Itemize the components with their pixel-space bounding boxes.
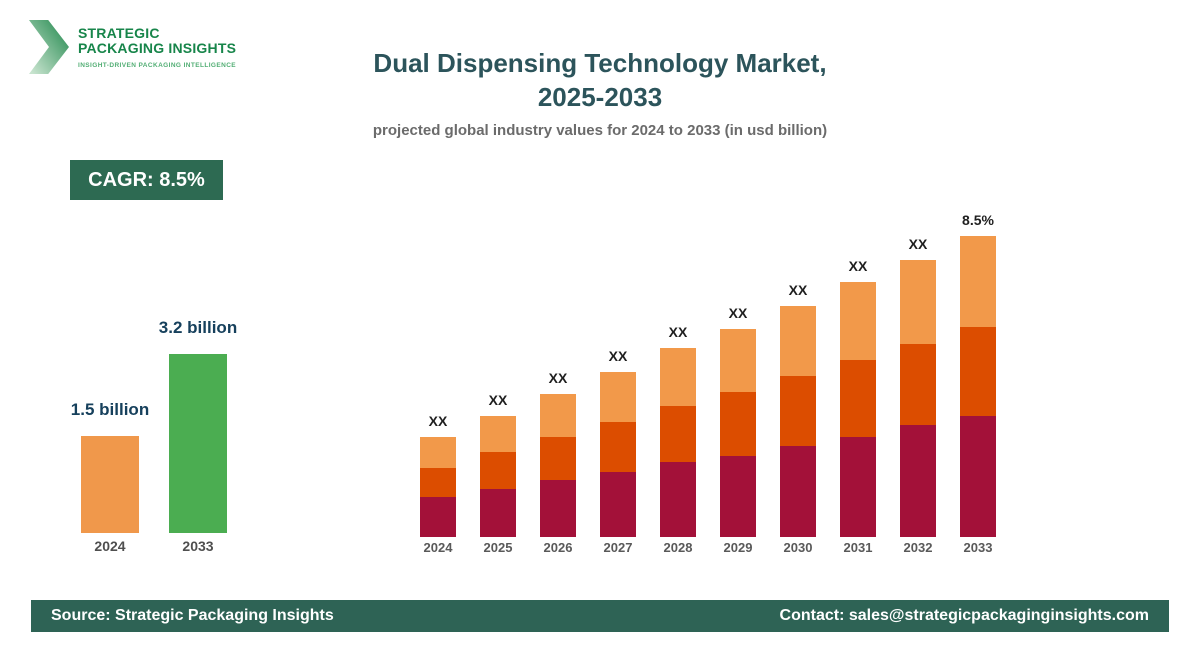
summary-bar-group-2033: 3.2 billion 2033 bbox=[154, 318, 242, 558]
summary-value-label-2024: 1.5 billion bbox=[70, 400, 150, 419]
cagr-badge: CAGR: 8.5% bbox=[70, 160, 223, 200]
page-title-line2: 2025-2033 bbox=[537, 82, 663, 112]
brand-text-block: STRATEGIC PACKAGING INSIGHTS INSIGHT-DRI… bbox=[78, 18, 237, 70]
projection-segment-top-2032 bbox=[900, 260, 936, 344]
projection-segment-middle-2029 bbox=[720, 392, 756, 456]
projection-axis-label-2024: 2024 bbox=[423, 540, 453, 555]
projection-segment-middle-2026 bbox=[540, 437, 576, 480]
brand-name-line2: PACKAGING INSIGHTS bbox=[78, 40, 237, 56]
contact-text: Contact: sales@strategicpackaginginsight… bbox=[779, 607, 1149, 624]
source-text: Source: Strategic Packaging Insights bbox=[51, 607, 334, 624]
projection-segment-top-2029 bbox=[720, 329, 756, 392]
brand-logo: STRATEGIC PACKAGING INSIGHTS INSIGHT-DRI… bbox=[29, 18, 236, 74]
projection-bar-group-2024: XX 2024 bbox=[420, 413, 456, 556]
projection-segment-top-2024 bbox=[420, 437, 456, 468]
projection-segment-top-2026 bbox=[540, 394, 576, 437]
projection-segment-middle-2025 bbox=[480, 452, 516, 489]
chevron-right-icon bbox=[29, 20, 69, 74]
projection-segment-middle-2031 bbox=[840, 360, 876, 437]
projection-segment-top-2027 bbox=[600, 372, 636, 422]
projection-segment-top-2025 bbox=[480, 416, 516, 452]
summary-chart: 1.5 billion 2024 3.2 billion 2033 bbox=[66, 318, 242, 558]
projection-segment-bottom-2025 bbox=[480, 489, 516, 537]
summary-axis-label-2024: 2024 bbox=[94, 538, 126, 554]
summary-bar-2024 bbox=[81, 436, 139, 533]
summary-value-label-2033: 3.2 billion bbox=[158, 318, 238, 337]
projection-axis-label-2032: 2032 bbox=[903, 540, 933, 555]
projection-bar-group-2027: XX 2027 bbox=[600, 348, 636, 556]
projection-axis-label-2031: 2031 bbox=[843, 540, 873, 555]
projection-axis-label-2027: 2027 bbox=[603, 540, 633, 555]
projection-axis-label-2028: 2028 bbox=[663, 540, 693, 555]
page-subtitle: projected global industry values for 202… bbox=[372, 122, 828, 139]
projection-segment-top-2028 bbox=[660, 348, 696, 406]
projection-segment-bottom-2030 bbox=[780, 446, 816, 537]
projection-segment-middle-2028 bbox=[660, 406, 696, 462]
projection-bar-group-2032: XX 2032 bbox=[900, 236, 936, 556]
projection-bar-group-2028: XX 2028 bbox=[660, 324, 696, 556]
projection-bar-group-2031: XX 2031 bbox=[840, 258, 876, 556]
projection-segment-top-2030 bbox=[780, 306, 816, 376]
projection-bar-label-2030: XX bbox=[788, 282, 808, 298]
page-title-line1: Dual Dispensing Technology Market, bbox=[373, 48, 827, 78]
projection-bar-label-2027: XX bbox=[608, 348, 628, 364]
projection-segment-bottom-2029 bbox=[720, 456, 756, 537]
projection-axis-label-2033: 2033 bbox=[963, 540, 993, 555]
projection-segment-middle-2030 bbox=[780, 376, 816, 446]
projection-segment-top-2033 bbox=[960, 236, 996, 327]
projection-segment-middle-2032 bbox=[900, 344, 936, 425]
summary-axis-label-2033: 2033 bbox=[182, 538, 214, 554]
projection-segment-middle-2027 bbox=[600, 422, 636, 472]
projection-segment-bottom-2031 bbox=[840, 437, 876, 537]
brand-tagline: INSIGHT-DRIVEN PACKAGING INTELLIGENCE bbox=[78, 62, 237, 69]
projection-segment-bottom-2033 bbox=[960, 416, 996, 537]
projection-bar-label-2032: XX bbox=[908, 236, 928, 252]
projection-axis-label-2029: 2029 bbox=[723, 540, 753, 555]
brand-name-line1: STRATEGIC bbox=[78, 25, 160, 41]
projection-segment-bottom-2026 bbox=[540, 480, 576, 537]
projection-segment-top-2031 bbox=[840, 282, 876, 360]
projection-segment-middle-2033 bbox=[960, 327, 996, 416]
summary-bar-group-2024: 1.5 billion 2024 bbox=[66, 400, 154, 558]
footer-bar: Source: Strategic Packaging Insights Con… bbox=[31, 600, 1169, 632]
projection-bar-group-2026: XX 2026 bbox=[540, 370, 576, 556]
header: Dual Dispensing Technology Market, 2025-… bbox=[250, 46, 950, 139]
projection-bar-label-2029: XX bbox=[728, 305, 748, 321]
projection-segment-bottom-2027 bbox=[600, 472, 636, 537]
projection-bar-group-2030: XX 2030 bbox=[780, 282, 816, 556]
projection-segment-bottom-2032 bbox=[900, 425, 936, 537]
projection-bar-label-2033: 8.5% bbox=[962, 212, 994, 228]
projection-bar-label-2031: XX bbox=[848, 258, 868, 274]
projection-bar-label-2025: XX bbox=[488, 392, 508, 408]
projection-segment-middle-2024 bbox=[420, 468, 456, 497]
projection-bar-group-2025: XX 2025 bbox=[480, 392, 516, 556]
projection-segment-bottom-2028 bbox=[660, 462, 696, 537]
summary-bar-2033 bbox=[169, 354, 227, 533]
projection-bar-group-2029: XX 2029 bbox=[720, 305, 756, 556]
projection-bar-group-2033: 8.5% 2033 bbox=[960, 212, 996, 556]
projection-segment-bottom-2024 bbox=[420, 497, 456, 537]
projection-axis-label-2025: 2025 bbox=[483, 540, 513, 555]
projection-bar-label-2028: XX bbox=[668, 324, 688, 340]
projection-bar-label-2026: XX bbox=[548, 370, 568, 386]
projection-axis-label-2030: 2030 bbox=[783, 540, 813, 555]
projection-chart: XX 2024 XX 2025 XX 2026 XX 2027 XX 2028 XX 2029 XX 20… bbox=[420, 208, 996, 556]
projection-bar-label-2024: XX bbox=[428, 413, 448, 429]
projection-axis-label-2026: 2026 bbox=[543, 540, 573, 555]
